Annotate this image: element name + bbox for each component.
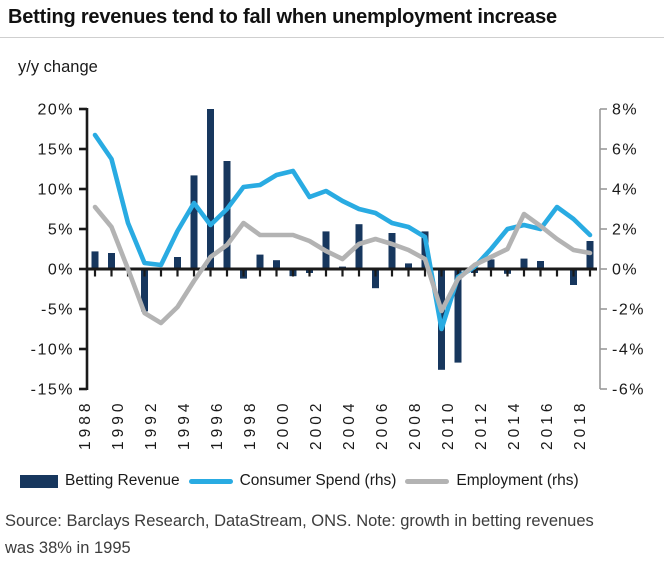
x-axis-year-label: 2010	[440, 400, 457, 450]
page-title: Betting revenues tend to fall when unemp…	[8, 6, 557, 28]
consumer-spend-line	[92, 132, 593, 332]
bar-1993	[174, 257, 181, 269]
left-axis-tick-label: -10%	[31, 342, 74, 359]
betting-revenue-bar-swatch	[20, 474, 58, 488]
x-axis-year-label: 2014	[506, 400, 523, 450]
left-axis-tick-label: 5%	[48, 222, 74, 239]
x-axis-year-label: 2018	[572, 400, 589, 450]
right-axis-tick-label: 0%	[612, 262, 638, 279]
bar-2008	[421, 231, 429, 269]
bar-2015	[537, 261, 544, 269]
axis-units-label: y/y change	[18, 58, 98, 76]
bar-2005	[372, 269, 379, 289]
title-divider	[0, 37, 664, 38]
legend-item-betting-revenue: Betting Revenue	[20, 472, 180, 490]
right-axis-tick-label: 6%	[612, 142, 638, 159]
left-axis-tick-label: -5%	[41, 302, 74, 319]
chart-legend: Betting Revenue Consumer Spend (rhs) Emp…	[20, 469, 660, 493]
bar-1995	[207, 109, 214, 269]
bar-1994	[190, 175, 198, 269]
right-axis-tick-label: 2%	[612, 222, 638, 239]
bar-2014	[520, 258, 528, 269]
combo-chart: 20% 15% 10% 5% 0% -5% -10% -15% 8% 6% 4% 2% 0% -2% -4%…	[31, 102, 645, 451]
legend-item-consumer-spend: Consumer Spend (rhs)	[188, 472, 397, 490]
x-axis-year-label: 2006	[374, 400, 391, 450]
bar-2017	[570, 269, 577, 285]
left-axis-tick-label: 15%	[37, 142, 74, 159]
bar-2012	[487, 259, 495, 269]
legend-label: Consumer Spend (rhs)	[239, 472, 397, 489]
left-axis-tick-label: 0%	[48, 262, 74, 279]
x-axis-year-label: 1990	[110, 400, 127, 450]
x-axis-year-label: 2012	[473, 400, 490, 450]
source-note-line2: was 38% in 1995	[5, 539, 131, 557]
right-axis-tick-label: -2%	[612, 302, 645, 319]
x-axis-year-label: 2004	[341, 400, 358, 450]
right-axis-tick-label: -6%	[612, 382, 645, 399]
employment-line	[92, 204, 593, 326]
bar-1998	[256, 254, 264, 269]
legend-label: Betting Revenue	[65, 472, 180, 489]
source-note-line1: Source: Barclays Research, DataStream, O…	[5, 512, 594, 530]
left-axis-tick-label: -15%	[31, 382, 74, 399]
bar-1991	[141, 269, 148, 312]
x-axis-year-label: 2000	[275, 400, 292, 450]
bar-1988	[91, 251, 99, 269]
x-axis-year-label: 1988	[77, 400, 94, 450]
right-axis-tick-label: 4%	[612, 182, 638, 199]
bar-2007	[405, 263, 412, 269]
x-axis-year-label: 2016	[539, 400, 556, 450]
bar-1989	[108, 253, 115, 269]
left-axis-tick-label: 10%	[37, 182, 74, 199]
right-axis-tick-label: -4%	[612, 342, 645, 359]
left-axis-tick-label: 20%	[37, 102, 74, 119]
x-axis-year-label: 1992	[143, 400, 160, 450]
bar-2010	[454, 269, 462, 363]
bar-1996	[223, 161, 231, 269]
x-axis-year-label: 1998	[242, 400, 259, 450]
bar-1999	[273, 260, 280, 269]
x-axis-year-label: 1994	[176, 400, 193, 450]
bar-2006	[388, 233, 396, 269]
employment-line-swatch	[405, 478, 450, 484]
x-axis-year-label: 1996	[209, 400, 226, 450]
x-axis-year-label: 2002	[308, 400, 325, 450]
consumer-spend-line-swatch	[188, 478, 233, 484]
legend-label: Employment (rhs)	[456, 472, 579, 489]
source-note: Source: Barclays Research, DataStream, O…	[5, 508, 660, 562]
right-axis-tick-label: 8%	[612, 102, 638, 119]
x-axis-year-label: 2008	[407, 400, 424, 450]
legend-item-employment: Employment (rhs)	[405, 472, 579, 490]
